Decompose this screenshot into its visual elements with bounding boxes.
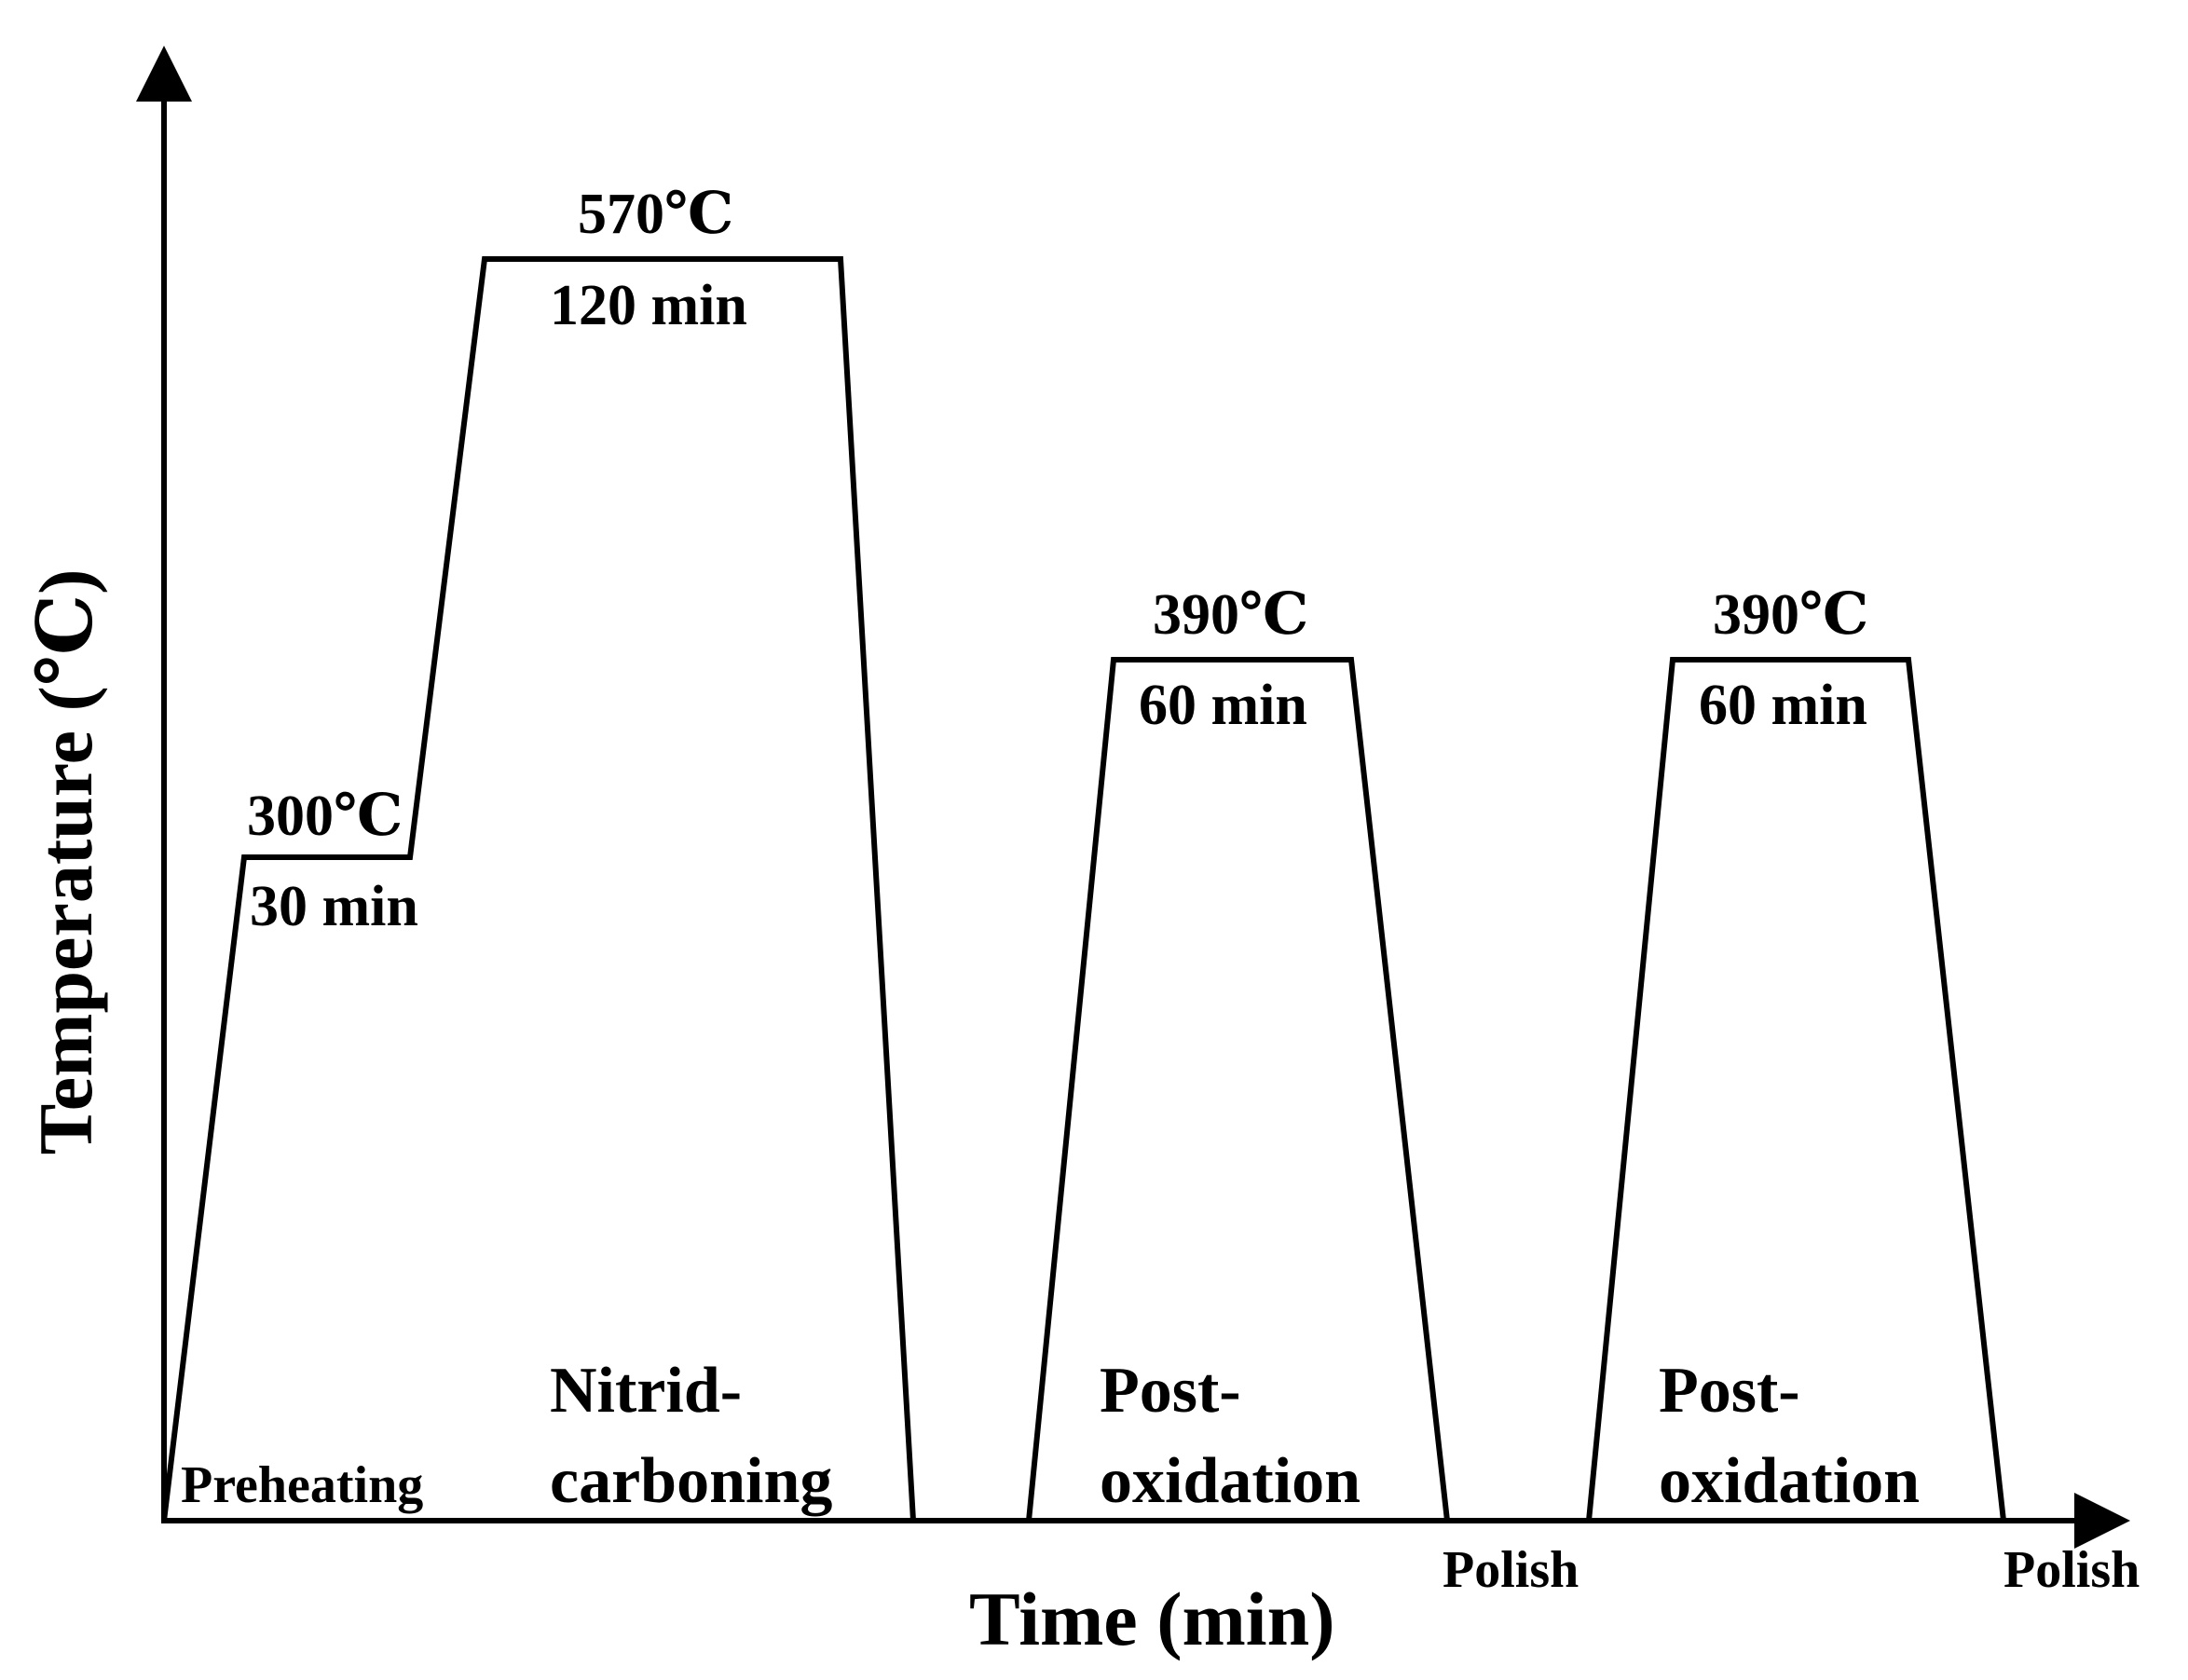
stage3-temperature: 390℃ <box>1153 583 1308 647</box>
stage3-duration: 60 min <box>1139 674 1307 737</box>
polish-label-2: Polish <box>2003 1541 2140 1599</box>
stage3-phase-label-line2: oxidation <box>1100 1445 1361 1517</box>
stage4-duration: 60 min <box>1699 674 1867 737</box>
stage4-phase-label-line1: Post- <box>1659 1355 1800 1427</box>
y-axis-title: Temperature (℃) <box>23 569 108 1155</box>
stage1-phase-label: Preheating <box>181 1456 423 1514</box>
stage2-duration: 120 min <box>550 274 747 337</box>
stage2-temperature: 570℃ <box>578 183 733 246</box>
polish-label-1: Polish <box>1443 1541 1579 1599</box>
stage4-temperature: 390℃ <box>1713 583 1868 647</box>
stage1-temperature: 300℃ <box>247 785 403 848</box>
stage2-phase-label-line2: carboning <box>550 1445 832 1517</box>
stage1-duration: 30 min <box>250 875 418 938</box>
x-axis-title: Time (min) <box>969 1577 1335 1661</box>
stage2-phase-label-line1: Nitrid- <box>550 1355 742 1427</box>
stage4-phase-label-line2: oxidation <box>1659 1445 1920 1517</box>
stage3-phase-label-line1: Post- <box>1100 1355 1241 1427</box>
process-curve <box>161 256 2006 1523</box>
